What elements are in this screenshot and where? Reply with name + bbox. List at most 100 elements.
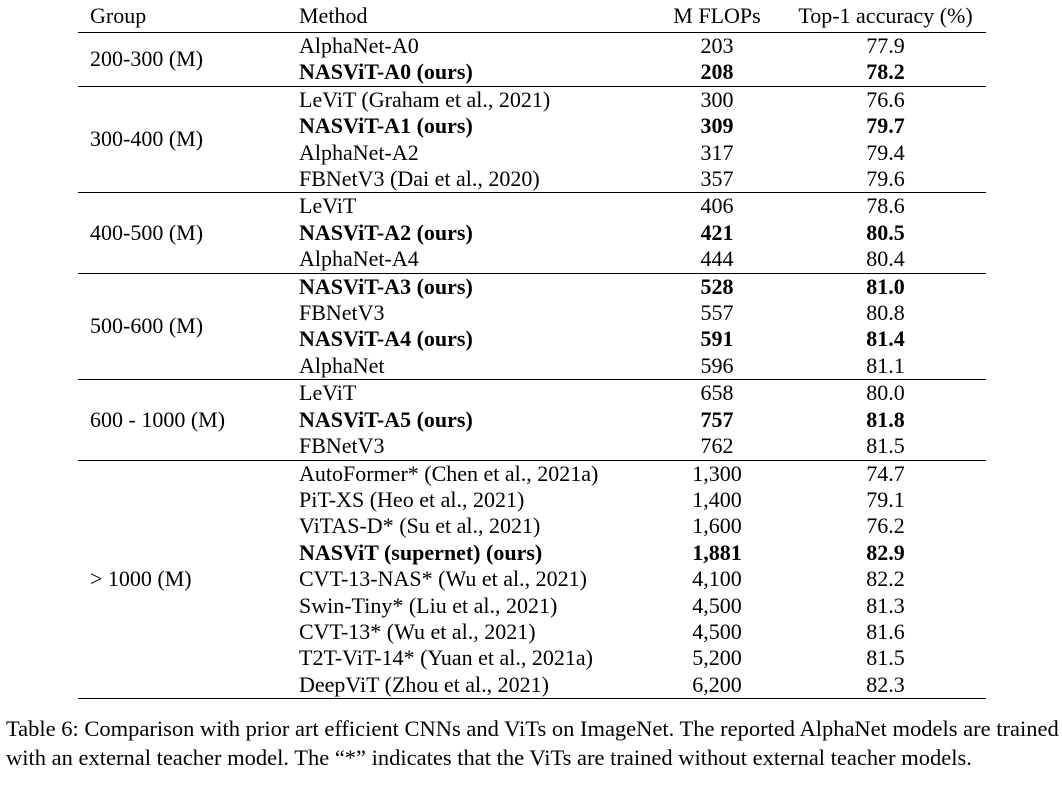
accuracy-cell: 79.4 bbox=[866, 139, 905, 165]
accuracy-cell: 76.2 bbox=[866, 513, 905, 539]
group-label: 500-600 (M) bbox=[78, 273, 299, 381]
table-row: > 1000 (M) AutoFormer* (Chen et al., 2021… bbox=[78, 460, 986, 700]
table-row: 200-300 (M) AlphaNet-A0 203 77.9 bbox=[78, 32, 986, 87]
table-row: 600 - 1000 (M) LeViT 658 80.0 bbox=[78, 379, 986, 461]
method-cell: LeViT bbox=[299, 380, 357, 406]
method-cell: NASViT (supernet) (ours) bbox=[299, 539, 543, 565]
group-label: 400-500 (M) bbox=[78, 192, 299, 274]
flops-cell: 357 bbox=[649, 166, 785, 194]
method-cell: NASViT-A3 (ours) bbox=[299, 273, 473, 299]
flops-cell: 444 bbox=[649, 246, 785, 274]
flops-cell: 203 bbox=[700, 33, 734, 58]
method-cell: NASViT-A2 (ours) bbox=[299, 219, 473, 245]
table-group: 300-400 (M) LeViT (Graham et al., 2021) 30… bbox=[78, 86, 986, 194]
group-label: 600 - 1000 (M) bbox=[78, 379, 299, 461]
comparison-table: Group Method M FLOPs Top-1 accuracy (%) … bbox=[78, 0, 986, 700]
method-cell: FBNetV3 bbox=[299, 433, 649, 461]
flops-cell: 4,500 bbox=[692, 618, 742, 644]
flops-cell: 309 bbox=[700, 113, 734, 139]
group-label: > 1000 (M) bbox=[78, 460, 299, 700]
table-row: 500-600 (M) NASViT-A3 (ours) 528 81.0 bbox=[78, 273, 986, 381]
table-row: T2T-ViT-14* (Yuan et al., 2021a) 5,200 81.… bbox=[78, 645, 986, 671]
accuracy-cell: 81.1 bbox=[785, 352, 986, 381]
table-row: NASViT-A4 (ours) 591 81.4 bbox=[78, 326, 986, 352]
accuracy-cell: 81.6 bbox=[866, 618, 905, 644]
table-group: 500-600 (M) NASViT-A3 (ours) 528 81.0 FBNetV… bbox=[78, 273, 986, 381]
accuracy-cell: 82.3 bbox=[785, 671, 986, 700]
accuracy-cell: 76.6 bbox=[866, 86, 905, 112]
table-row: NASViT-A1 (ours) 309 79.7 bbox=[78, 113, 986, 139]
table-row: Swin-Tiny* (Liu et al., 2021) 4,500 81.3 bbox=[78, 593, 986, 619]
header-method: Method bbox=[299, 0, 649, 33]
flops-cell: 4,100 bbox=[692, 566, 742, 592]
header-accuracy: Top-1 accuracy (%) bbox=[785, 0, 986, 33]
method-cell: CVT-13* (Wu et al., 2021) bbox=[299, 618, 536, 644]
accuracy-cell: 82.9 bbox=[866, 539, 905, 565]
method-cell: ViTAS-D* (Su et al., 2021) bbox=[299, 513, 541, 539]
flops-cell: 1,600 bbox=[692, 513, 742, 539]
flops-cell: 4,500 bbox=[692, 592, 742, 618]
accuracy-cell: 81.0 bbox=[866, 273, 905, 299]
accuracy-cell: 81.4 bbox=[866, 326, 905, 352]
flops-cell: 421 bbox=[700, 219, 734, 245]
accuracy-cell: 81.8 bbox=[866, 406, 905, 432]
method-cell: FBNetV3 (Dai et al., 2020) bbox=[299, 166, 649, 194]
group-label: 300-400 (M) bbox=[78, 86, 299, 194]
method-cell: T2T-ViT-14* (Yuan et al., 2021a) bbox=[299, 645, 593, 671]
table-row: NASViT-A0 (ours) 208 78.2 bbox=[78, 59, 986, 87]
flops-cell: 6,200 bbox=[649, 671, 785, 700]
accuracy-cell: 80.0 bbox=[866, 380, 905, 406]
table-row: ViTAS-D* (Su et al., 2021) 1,600 76.2 bbox=[78, 513, 986, 539]
method-cell: NASViT-A1 (ours) bbox=[299, 113, 473, 139]
accuracy-cell: 81.5 bbox=[866, 645, 905, 671]
accuracy-cell: 81.3 bbox=[866, 592, 905, 618]
flops-cell: 528 bbox=[700, 273, 734, 299]
table-caption: Table 6: Comparison with prior art effic… bbox=[6, 716, 1059, 770]
table-row: FBNetV3 557 80.8 bbox=[78, 300, 986, 326]
table-row: CVT-13-NAS* (Wu et al., 2021) 4,100 82.2 bbox=[78, 566, 986, 592]
table-group: 600 - 1000 (M) LeViT 658 80.0 NASViT-A5 (our… bbox=[78, 379, 986, 461]
accuracy-cell: 80.5 bbox=[866, 219, 905, 245]
table-group: 400-500 (M) LeViT 406 78.6 NASViT-A2 (ours) 4… bbox=[78, 192, 986, 274]
method-cell: DeepViT (Zhou et al., 2021) bbox=[299, 671, 649, 700]
flops-cell: 591 bbox=[700, 326, 734, 352]
flops-cell: 1,881 bbox=[692, 539, 742, 565]
accuracy-cell: 80.8 bbox=[866, 300, 905, 326]
table-row: NASViT-A5 (ours) 757 81.8 bbox=[78, 407, 986, 433]
flops-cell: 658 bbox=[700, 380, 734, 406]
method-cell: NASViT-A4 (ours) bbox=[299, 326, 473, 352]
flops-cell: 1,400 bbox=[692, 486, 742, 512]
accuracy-cell: 74.7 bbox=[866, 460, 905, 486]
method-cell: PiT-XS (Heo et al., 2021) bbox=[299, 486, 525, 512]
flops-cell: 5,200 bbox=[692, 645, 742, 671]
flops-cell: 406 bbox=[700, 193, 734, 219]
table-row: AlphaNet-A4 444 80.4 bbox=[78, 246, 986, 274]
table-row: 300-400 (M) LeViT (Graham et al., 2021) 30… bbox=[78, 86, 986, 194]
table-row: DeepViT (Zhou et al., 2021) 6,200 82.3 bbox=[78, 671, 986, 700]
flops-cell: 317 bbox=[700, 139, 734, 165]
accuracy-cell: 77.9 bbox=[866, 33, 905, 58]
accuracy-cell: 79.1 bbox=[866, 486, 905, 512]
table-row: PiT-XS (Heo et al., 2021) 1,400 79.1 bbox=[78, 487, 986, 513]
method-cell: LeViT (Graham et al., 2021) bbox=[299, 86, 551, 112]
method-cell: NASViT-A5 (ours) bbox=[299, 406, 473, 432]
flops-cell: 762 bbox=[649, 433, 785, 461]
table-row: NASViT-A2 (ours) 421 80.5 bbox=[78, 220, 986, 246]
method-cell: AlphaNet bbox=[299, 352, 649, 381]
header-flops: M FLOPs bbox=[649, 0, 785, 33]
flops-cell: 300 bbox=[700, 86, 734, 112]
method-cell: AlphaNet-A2 bbox=[299, 139, 419, 165]
table-row: 400-500 (M) LeViT 406 78.6 bbox=[78, 192, 986, 274]
table-group: 200-300 (M) AlphaNet-A0 203 77.9 NASViT-A0 (… bbox=[78, 32, 986, 87]
method-cell: CVT-13-NAS* (Wu et al., 2021) bbox=[299, 566, 587, 592]
accuracy-cell: 79.6 bbox=[785, 166, 986, 194]
accuracy-cell: 78.6 bbox=[866, 193, 905, 219]
table-header-row: Group Method M FLOPs Top-1 accuracy (%) bbox=[78, 0, 986, 33]
flops-cell: 596 bbox=[649, 352, 785, 381]
table-row: FBNetV3 762 81.5 bbox=[78, 433, 986, 461]
method-cell: FBNetV3 bbox=[299, 300, 385, 326]
method-cell: AutoFormer* (Chen et al., 2021a) bbox=[299, 460, 599, 486]
flops-cell: 208 bbox=[649, 59, 785, 87]
table-row: AlphaNet 596 81.1 bbox=[78, 352, 986, 381]
accuracy-cell: 82.2 bbox=[866, 566, 905, 592]
